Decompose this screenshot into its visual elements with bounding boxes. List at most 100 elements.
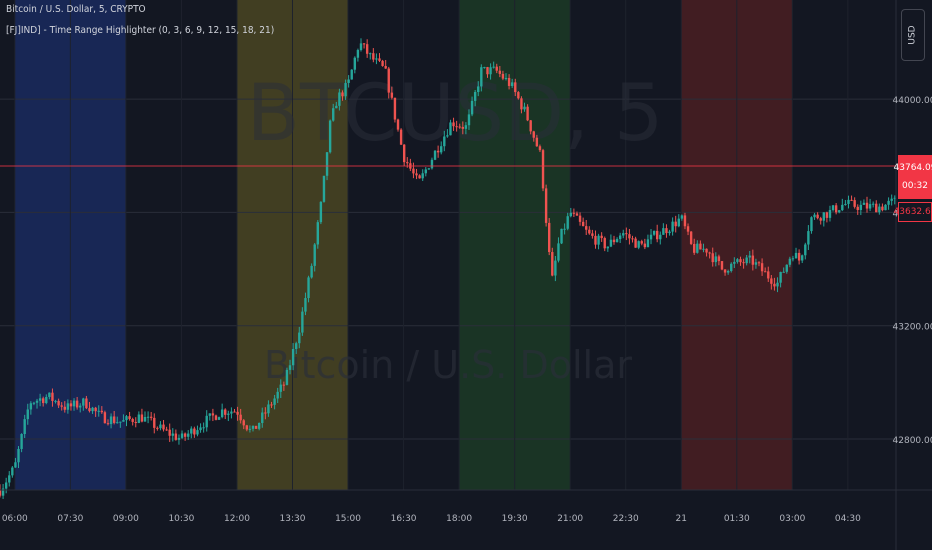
candle-body [273, 398, 276, 405]
candle-body [393, 97, 397, 120]
candle-body [347, 79, 350, 83]
candle-body [470, 100, 474, 115]
candle-body [495, 66, 498, 71]
candle-body [881, 206, 884, 211]
indicator-title[interactable]: [FJ]IND] - Time Range Highlighter (0, 3,… [6, 25, 275, 36]
candle-body [631, 238, 634, 240]
candle-body [211, 413, 215, 416]
candle-body [116, 422, 119, 424]
candle-body [659, 234, 662, 240]
candle-body [652, 230, 656, 235]
candle-body [859, 204, 863, 210]
x-tick-label: 12:00 [224, 514, 250, 524]
candle-body [844, 203, 847, 205]
candle-body [82, 398, 85, 406]
candle-body [578, 215, 582, 222]
candle-body [572, 212, 576, 214]
x-tick-label: 10:30 [168, 514, 194, 524]
candle-body [680, 215, 684, 219]
candle-body [517, 92, 520, 99]
candle-body [257, 423, 261, 429]
symbol-title[interactable]: Bitcoin / U.S. Dollar, 5, CRYPTO [6, 4, 146, 15]
candle-body [825, 212, 829, 218]
candle-body [785, 264, 788, 272]
candle-body [254, 425, 258, 429]
candle-body [35, 400, 39, 403]
candle-body [29, 403, 33, 410]
candle-body [890, 198, 893, 201]
candle-body [97, 410, 100, 412]
candle-body [804, 244, 807, 256]
candle-body [430, 159, 434, 169]
candle-body [730, 263, 733, 272]
candle-body [122, 420, 125, 422]
candle-body [26, 409, 29, 420]
candle-body [261, 412, 264, 424]
x-tick-label: 21:00 [557, 514, 583, 524]
candle-body [615, 239, 619, 243]
candle-body [338, 92, 341, 106]
candle-body [838, 210, 841, 213]
candle-body [310, 265, 313, 278]
candle-body [797, 252, 801, 261]
candle-body [828, 209, 832, 218]
candle-body [288, 365, 292, 370]
candle-body [569, 212, 572, 217]
candle-body [480, 67, 483, 87]
candle-body [8, 475, 11, 483]
candle-body [291, 348, 295, 366]
candle-body [606, 246, 610, 249]
candle-body [353, 57, 357, 70]
candle-body [637, 241, 640, 248]
candle-body [131, 419, 134, 422]
candle-body [418, 175, 421, 179]
candle-body [406, 162, 409, 164]
candle-body [554, 260, 557, 276]
candle-body [140, 414, 144, 422]
candle-body [520, 98, 523, 110]
candle-body [668, 231, 671, 234]
candle-body [696, 243, 699, 253]
candle-body [402, 144, 406, 163]
candle-body [66, 403, 70, 410]
candle-body [708, 252, 711, 254]
candle-body [0, 490, 2, 496]
candle-body [581, 221, 585, 227]
last-price-value: 43764.09 [893, 163, 932, 173]
candle-body [304, 298, 307, 312]
candle-body [871, 203, 875, 205]
candle-body [100, 410, 104, 413]
candle-body [834, 205, 838, 213]
candle-body [119, 421, 122, 423]
candle-body [75, 400, 79, 408]
y-tick-label: 42800.00 [893, 436, 932, 446]
candle-body [112, 416, 116, 423]
candle-body [335, 105, 338, 109]
candle-body [757, 262, 761, 264]
candle-body [446, 135, 449, 137]
candle-body [94, 407, 97, 412]
candle-body [452, 122, 455, 127]
candle-body [557, 243, 560, 261]
candle-body [847, 199, 850, 204]
candle-body [449, 122, 452, 136]
candle-body [677, 218, 680, 227]
candle-body [41, 398, 45, 404]
candle-body [791, 258, 795, 260]
currency-button[interactable]: USD [901, 9, 925, 61]
candle-body [597, 235, 600, 245]
x-tick-label: 01:30 [724, 514, 750, 524]
candle-body [862, 202, 866, 205]
candle-body [489, 67, 492, 75]
candle-body [14, 462, 17, 468]
candle-body [643, 243, 647, 248]
candle-body [32, 402, 36, 404]
candle-body [149, 416, 153, 418]
candle-body [294, 343, 298, 349]
candle-body [782, 271, 785, 273]
candle-body [134, 421, 137, 423]
candle-body [662, 228, 665, 235]
candle-body [72, 400, 76, 407]
candle-body [282, 384, 286, 386]
